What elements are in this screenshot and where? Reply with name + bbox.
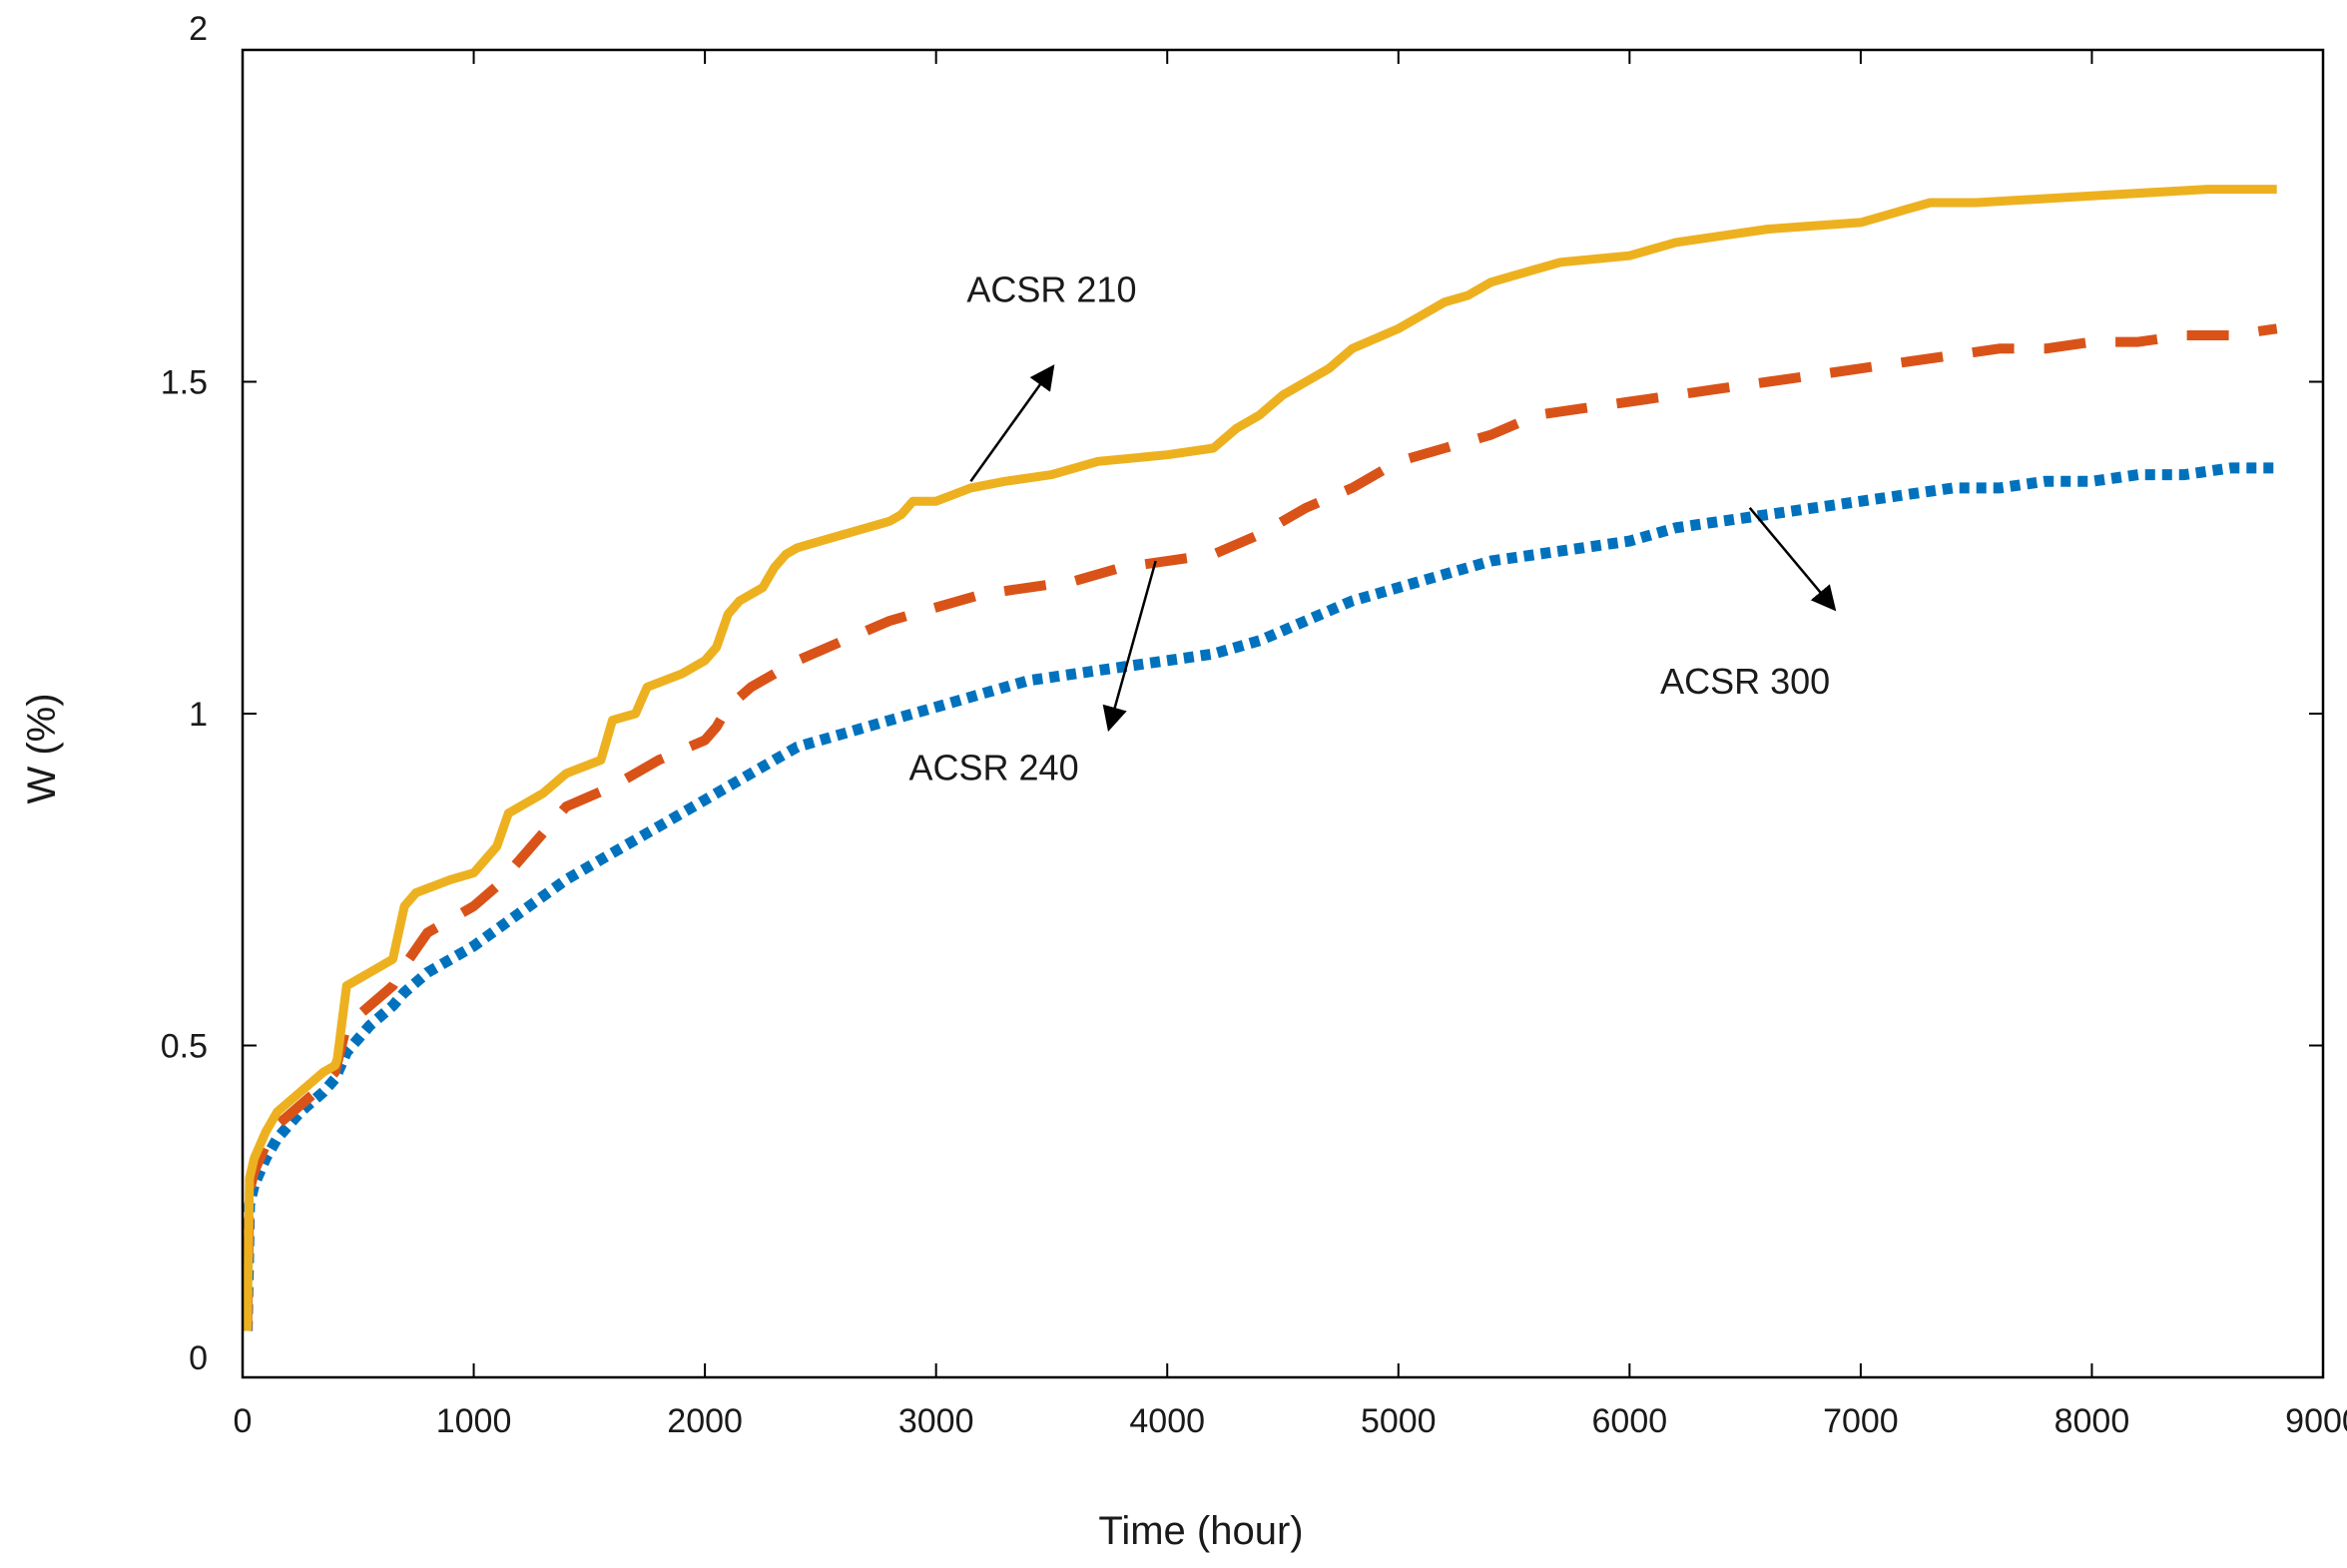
x-tick-label: 6000 [1592,1402,1668,1440]
y-tick-label: 1 [189,696,208,734]
annotation-arrow-acsr-210 [969,364,1055,482]
series-line-acsr-300 [242,462,2277,1331]
x-tick-label: 4000 [1129,1402,1205,1440]
annotation-label-acsr-240: ACSR 240 [909,748,1079,788]
x-tick-label: 1000 [436,1402,512,1440]
annotation-arrow-acsr-300 [1748,507,1837,612]
annotation-label-acsr-300: ACSR 300 [1660,661,1830,702]
series-line-acsr-240 [242,323,2278,1331]
x-tick-label: 8000 [2054,1402,2130,1440]
x-axis-title: Time (hour) [1098,1509,1303,1553]
x-tick-label: 5000 [1361,1402,1437,1440]
series-line-acsr-210 [243,185,2277,1331]
x-tick-label: 3000 [898,1402,974,1440]
annotation-layer: ACSR 210 ACSR 240 ACSR 300 [909,269,1837,788]
y-tick-label: 0.5 [161,1028,208,1066]
y-tick-label: 0 [189,1339,208,1377]
plot-area [243,50,2323,1377]
annotation-arrow-acsr-240 [1102,560,1157,733]
annotation-label-acsr-210: ACSR 210 [966,269,1136,310]
y-axis-title: W (%) [20,693,64,803]
x-tick-label: 7000 [1823,1402,1899,1440]
series-layer [242,185,2278,1331]
x-tick-label: 2000 [667,1402,743,1440]
x-tick-label: 0 [234,1402,253,1440]
y-tick-label: 1.5 [161,364,208,402]
y-tick-label: 2 [189,10,208,48]
